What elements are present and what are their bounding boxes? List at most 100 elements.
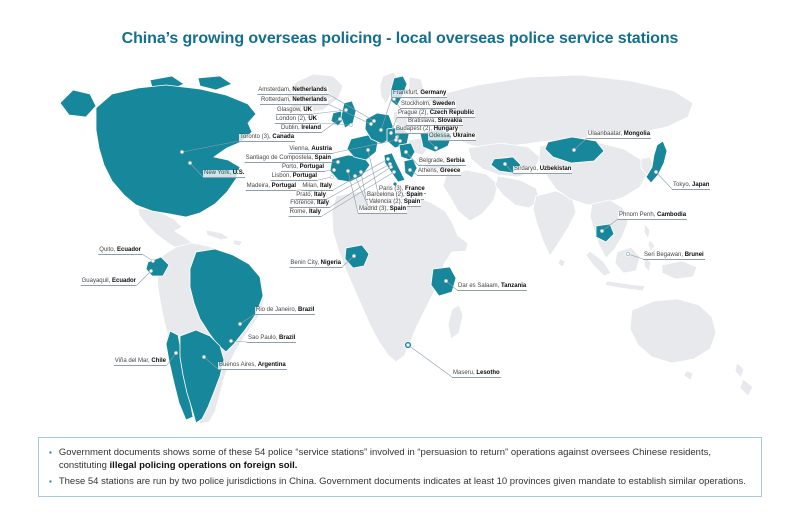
notes-list: ▪ Government documents shows some of thes… xyxy=(49,446,747,488)
new-zealand-north-shape xyxy=(734,362,745,379)
leader-line xyxy=(504,163,514,174)
station-dot xyxy=(359,170,363,174)
station-dot xyxy=(379,128,383,132)
leader-line xyxy=(181,140,240,153)
station-dot xyxy=(149,269,153,273)
leader-line xyxy=(327,93,375,122)
leader-line xyxy=(445,280,458,291)
station-dot xyxy=(353,174,357,178)
argentina-highlight xyxy=(179,329,225,424)
leader-line xyxy=(326,163,391,200)
hispaniola-shape xyxy=(232,239,243,247)
middle-east-shape xyxy=(442,169,499,222)
leader-line xyxy=(332,158,389,191)
station-dot xyxy=(386,157,390,161)
note-text: These 54 stations are run by two police … xyxy=(58,475,746,487)
leader-line xyxy=(573,137,588,151)
station-dot xyxy=(444,279,448,283)
leader-line xyxy=(136,270,152,286)
borneo-shape xyxy=(614,246,641,274)
sumatra-shape xyxy=(585,250,612,277)
station-dot xyxy=(151,259,155,263)
leader-line xyxy=(239,313,256,325)
nigeria-highlight xyxy=(344,244,370,269)
leader-line xyxy=(390,116,398,134)
station-dot xyxy=(654,170,658,174)
arctic-islands-highlight-2 xyxy=(197,75,233,91)
station-dot xyxy=(600,229,604,233)
leader-line xyxy=(354,175,369,207)
brazil-highlight xyxy=(189,248,264,353)
leader-line xyxy=(321,118,341,133)
station-dot xyxy=(392,97,396,101)
station-dot xyxy=(238,322,242,326)
station-dot xyxy=(188,161,192,165)
leader-line xyxy=(407,344,453,378)
station-dot xyxy=(180,150,184,154)
sicily-highlight xyxy=(392,181,398,187)
station-dot xyxy=(344,108,348,112)
station-dot xyxy=(372,119,376,123)
sulawesi-shape xyxy=(643,257,652,273)
leader-line xyxy=(327,103,372,125)
station-dot xyxy=(332,168,336,172)
leader-line xyxy=(203,356,219,370)
leader-lines-layer xyxy=(136,93,673,378)
station-dot xyxy=(346,169,350,173)
bullet-icon: ▪ xyxy=(49,476,52,486)
station-dot xyxy=(369,122,373,126)
station-dot xyxy=(202,355,206,359)
philippines-shape xyxy=(643,223,651,240)
leader-line xyxy=(380,96,393,131)
station-dot xyxy=(389,131,393,135)
japan-highlight xyxy=(645,140,668,184)
leader-line xyxy=(317,176,333,181)
philippines-south-shape xyxy=(647,239,656,252)
note-item: ▪ These 54 stations are run by two police… xyxy=(49,475,747,488)
note-text: Government documents shows some of these… xyxy=(58,447,711,472)
leader-line xyxy=(312,109,347,115)
station-dot xyxy=(389,165,393,169)
tanzania-highlight xyxy=(430,266,457,297)
station-dot xyxy=(408,168,412,172)
leader-line xyxy=(367,149,379,194)
station-dot xyxy=(572,148,576,152)
station-dot xyxy=(349,123,353,127)
station-dot xyxy=(404,150,408,154)
cambodia-highlight xyxy=(595,223,615,243)
station-dot xyxy=(366,148,370,152)
leader-line xyxy=(360,171,367,200)
africa-base xyxy=(331,190,469,363)
leader-line xyxy=(317,122,352,126)
bullet-icon: ▪ xyxy=(49,448,52,457)
ireland-highlight xyxy=(330,110,345,127)
leader-line xyxy=(332,139,397,154)
sri-lanka-shape xyxy=(557,258,566,268)
note-item: ▪ Government documents shows some of thes… xyxy=(49,446,747,473)
leader-line xyxy=(166,352,177,366)
leader-line xyxy=(141,253,154,262)
station-dot xyxy=(308,188,312,192)
leader-line xyxy=(230,340,248,343)
australia-shape xyxy=(629,298,717,364)
station-dot xyxy=(336,160,340,164)
leader-line xyxy=(341,255,355,268)
leader-line xyxy=(405,151,419,166)
leader-line xyxy=(655,171,673,190)
alaska-highlight xyxy=(59,89,97,118)
station-dot xyxy=(229,339,233,343)
cuba-shape xyxy=(205,229,230,241)
leader-line xyxy=(329,166,392,208)
leader-line xyxy=(321,171,395,217)
station-dot xyxy=(503,162,507,166)
station-dot xyxy=(398,139,402,143)
leader-line xyxy=(347,170,359,214)
station-dot xyxy=(626,252,630,256)
new-guinea-shape xyxy=(661,260,698,280)
station-dot xyxy=(392,170,396,174)
russia-shape xyxy=(409,74,694,150)
station-dot xyxy=(174,351,178,355)
leader-line xyxy=(627,253,644,260)
turkey-shape xyxy=(423,156,463,175)
